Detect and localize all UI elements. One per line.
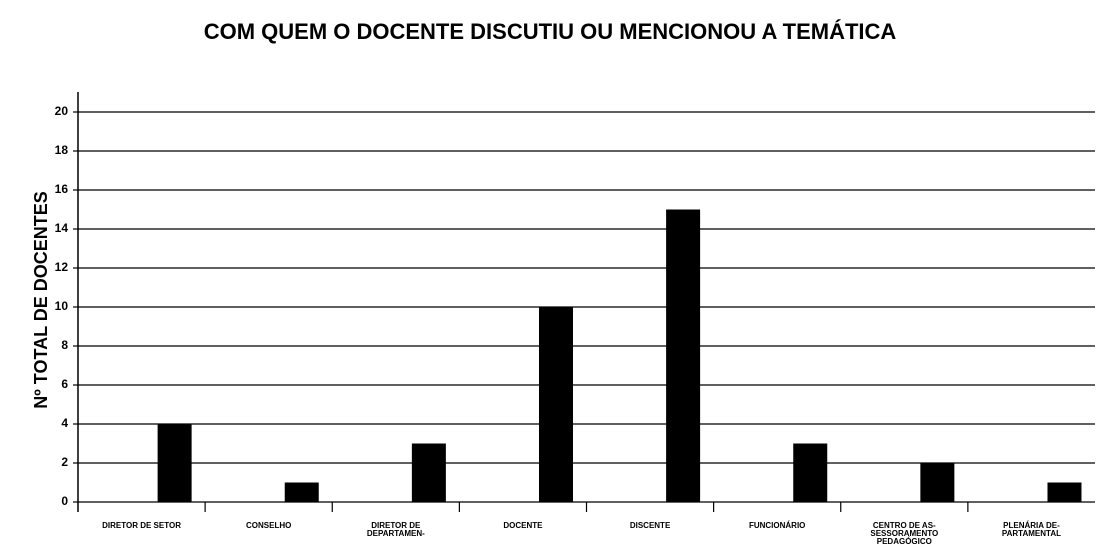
y-tick-label: 12 <box>55 260 69 274</box>
y-tick-label: 10 <box>55 299 69 313</box>
bar <box>538 307 573 502</box>
bar <box>1047 482 1082 502</box>
y-tick-label: 4 <box>61 416 68 430</box>
y-tick-label: 14 <box>55 221 69 235</box>
y-tick-label: 8 <box>61 338 68 352</box>
bar <box>284 482 319 502</box>
chart-title: COM QUEM O DOCENTE DISCUTIU OU MENCIONOU… <box>204 19 897 44</box>
x-tick-label: DIRETOR DE SETOR <box>102 521 181 530</box>
bar <box>157 424 192 502</box>
x-tick-label: FUNCIONÁRIO <box>748 521 806 530</box>
y-tick-label: 0 <box>61 494 68 508</box>
x-tick-label: DISCENTE <box>629 521 671 530</box>
y-tick-label: 20 <box>55 104 69 118</box>
y-tick-label: 16 <box>55 182 69 196</box>
x-tick-label: CENTRO DE AS- SESSORAMENTO PEDAGÓGICO <box>870 521 939 546</box>
y-tick-label: 18 <box>55 143 69 157</box>
bar <box>411 443 446 502</box>
y-tick-label: 6 <box>61 377 68 391</box>
x-tick-label: DOCENTE <box>503 521 543 530</box>
bar <box>666 209 701 502</box>
x-tick-label: PLENÁRIA DE- PARTAMENTAL <box>1001 521 1061 538</box>
x-tick-label: DIRETOR DE DEPARTAMEN- <box>366 521 425 538</box>
bar <box>793 443 828 502</box>
y-tick-label: 2 <box>61 455 68 469</box>
y-axis-label: Nº TOTAL DE DOCENTES <box>31 191 51 409</box>
bar <box>920 463 955 502</box>
x-tick-label: CONSELHO <box>246 521 292 530</box>
